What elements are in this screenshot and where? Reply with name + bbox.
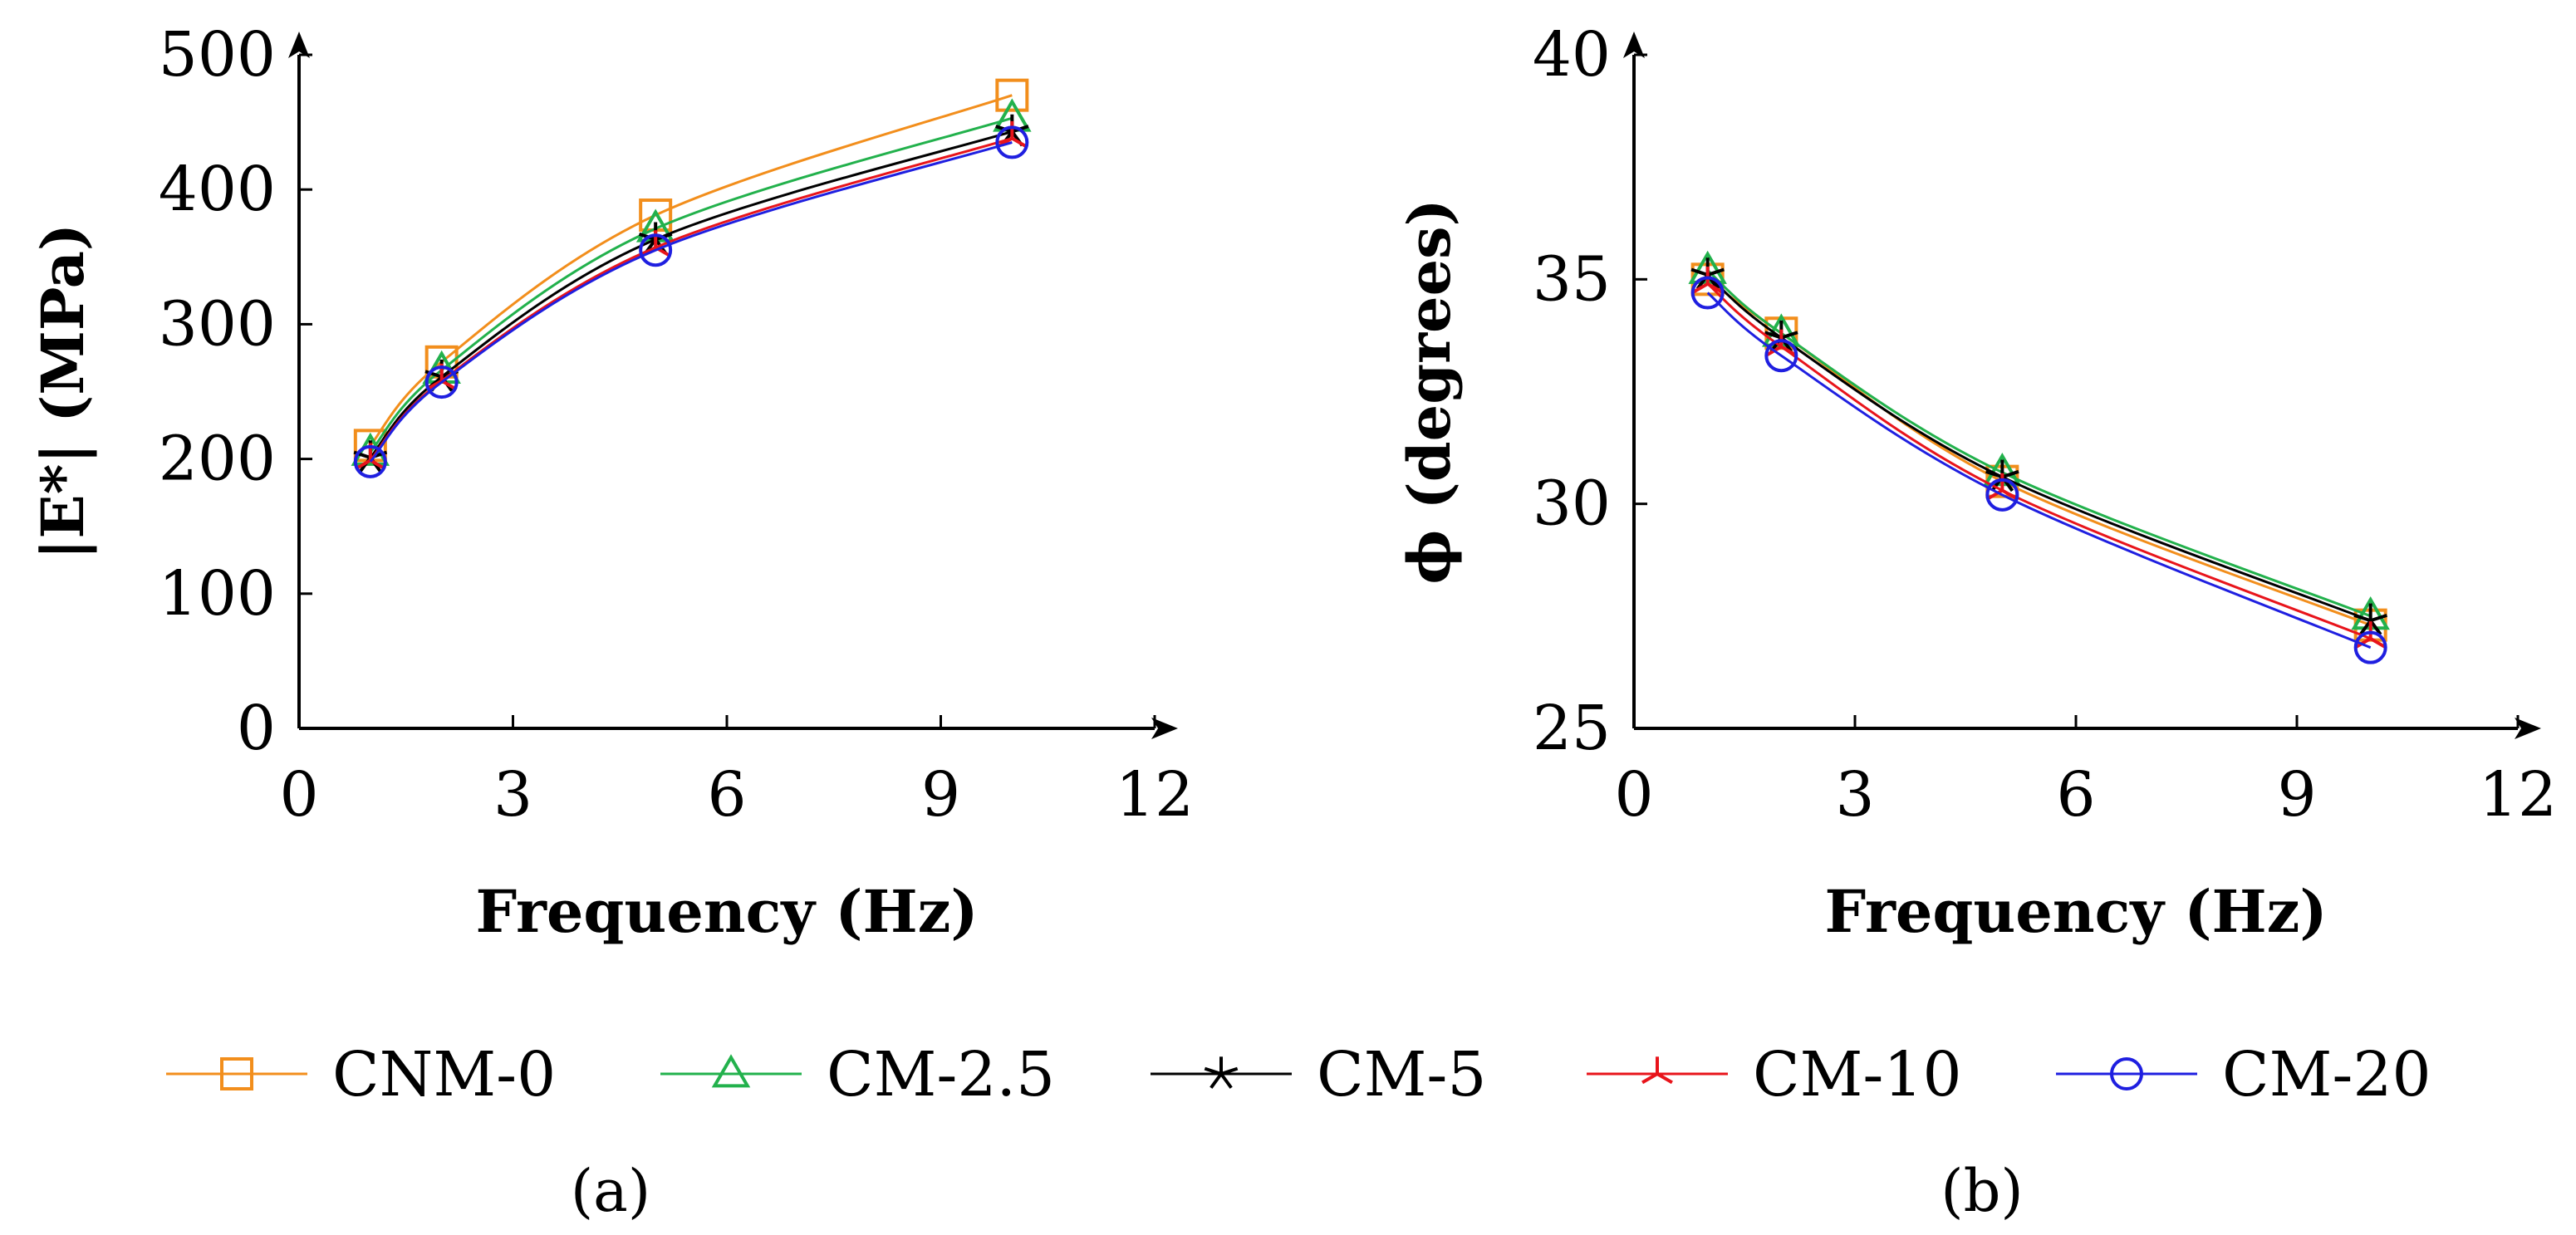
legend-marker [711, 1054, 751, 1088]
legend-marker [1641, 1056, 1673, 1085]
y-tick-label: 100 [159, 558, 276, 630]
y-axis-title: ϕ (degrees) [1395, 198, 1464, 584]
data-point-cm-20 [1764, 339, 1798, 373]
legend-label: CM-20 [2222, 1039, 2431, 1110]
data-point-cm-20 [995, 125, 1029, 159]
legend-marker [1204, 1056, 1239, 1089]
legend-label: CM-5 [1317, 1039, 1486, 1110]
series-line-cm-2.5 [369, 116, 1013, 453]
legend-item-cm-2.5: CM-2.5 [660, 1039, 1055, 1110]
series-line-cm-5 [1706, 273, 2372, 622]
legend-marker [2110, 1057, 2143, 1090]
series-line-cm-10 [369, 137, 1013, 462]
y-tick-label: 400 [159, 154, 276, 225]
x-axis-title: Frequency (Hz) [1825, 877, 2328, 946]
data-point-cm-10 [2354, 621, 2387, 649]
y-tick-label: 25 [1533, 693, 1611, 764]
panel-b-chart: 0 3 6 9 12 25 30 35 40 Frequency (Hz) ϕ (degrees) [1395, 19, 2557, 946]
y-tick-label: 300 [159, 288, 276, 360]
x-tick-label: 9 [2277, 759, 2316, 831]
legend-item-cm-20: CM-20 [2056, 1039, 2431, 1110]
legend-label: CNM-0 [332, 1039, 556, 1110]
data-point-cm-5 [1985, 459, 2019, 493]
y-tick-label: 40 [1533, 19, 1611, 91]
y-tick-label: 200 [159, 424, 276, 495]
series-line-cm-20 [1706, 292, 2372, 649]
legend-item-cm-5: CM-5 [1151, 1039, 1486, 1110]
y-tick-label: 35 [1533, 243, 1611, 315]
data-point-cm-20 [2353, 630, 2387, 664]
x-axis-arrow [1151, 718, 1178, 739]
panel-b-label: (b) [1941, 1157, 2023, 1225]
legend-label: CM-2.5 [827, 1039, 1055, 1110]
y-axis-title: |E*| (MPa) [28, 223, 97, 560]
x-tick-label: 6 [2056, 759, 2095, 831]
x-tick-label: 9 [921, 759, 960, 831]
data-point-cm-20 [1690, 276, 1725, 310]
panel-a-chart: 0 3 6 9 12 0 100 200 300 400 500 Frequency (Hz) |E*|… [28, 19, 1194, 946]
x-axis-arrow [2515, 718, 2541, 739]
series-line-cm-10 [1706, 282, 2372, 640]
y-tick-label: 0 [237, 693, 276, 764]
data-point-cm-10 [1691, 267, 1724, 294]
legend: CNM-0 CM-2.5 CM-5 CM-10 CM-20 [166, 1039, 2431, 1110]
x-tick-label: 12 [2479, 759, 2557, 831]
legend-label: CM-10 [1753, 1039, 1962, 1110]
x-tick-label: 0 [1614, 759, 1653, 831]
series-line-cnm-0 [369, 94, 1013, 447]
x-tick-label: 6 [707, 759, 746, 831]
data-point-cm-20 [1985, 478, 2019, 512]
x-tick-label: 3 [1835, 759, 1874, 831]
panel-a-label: (a) [571, 1157, 650, 1225]
data-point-cm-20 [639, 233, 673, 267]
legend-marker [220, 1057, 253, 1090]
data-point-cm-20 [353, 444, 387, 478]
x-tick-label: 12 [1116, 759, 1194, 831]
y-tick-label: 500 [159, 19, 276, 91]
data-point-cm-5 [2353, 603, 2387, 636]
legend-item-cm-10: CM-10 [1587, 1039, 1962, 1110]
data-point-cm-20 [424, 365, 459, 399]
series-line-cm-5 [369, 130, 1013, 458]
x-axis-title: Frequency (Hz) [476, 877, 979, 946]
y-axis-arrow [1623, 32, 1645, 58]
series-line-cm-2.5 [1706, 269, 2372, 618]
x-tick-label: 0 [279, 759, 318, 831]
data-point-cnm-0 [995, 78, 1029, 112]
legend-item-cnm-0: CNM-0 [166, 1039, 556, 1110]
data-point-cm-10 [1986, 473, 2019, 501]
series-line-cnm-0 [1706, 278, 2372, 627]
series-line-cm-20 [369, 140, 1013, 463]
y-axis-arrow [288, 32, 310, 58]
x-tick-label: 3 [493, 759, 532, 831]
y-tick-label: 30 [1533, 468, 1611, 540]
